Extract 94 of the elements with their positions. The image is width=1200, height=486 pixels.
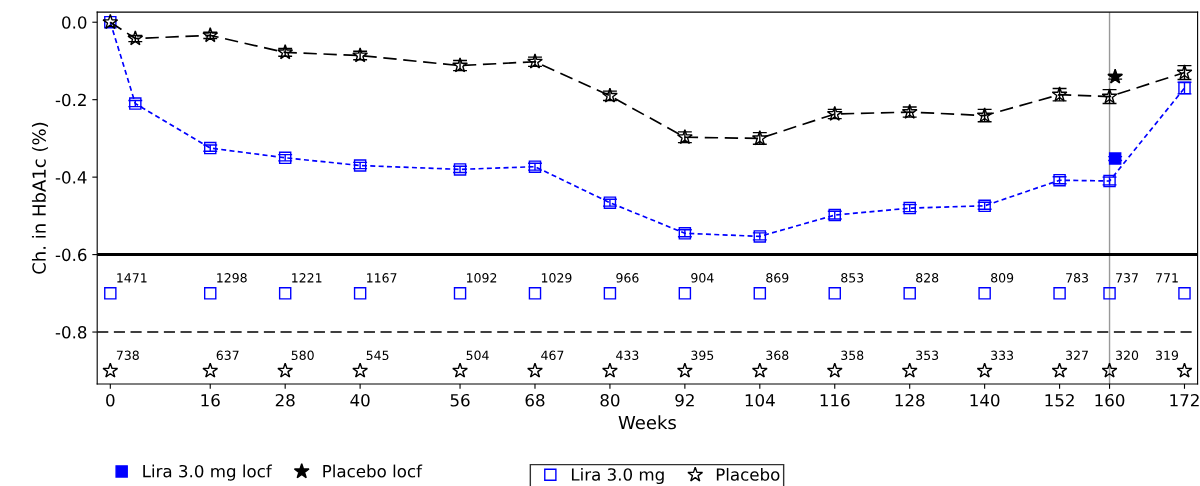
point xyxy=(102,362,119,378)
x-tick-label: 128 xyxy=(895,393,925,407)
y-tick-label: -0.2 xyxy=(55,93,86,107)
point xyxy=(1103,287,1116,300)
x-tick-label: 104 xyxy=(745,393,775,407)
annotation: 1092 xyxy=(466,273,497,283)
x-tick-label: 152 xyxy=(1045,393,1074,407)
point xyxy=(978,287,991,300)
x-tick-label: 28 xyxy=(275,393,295,407)
annotation: 358 xyxy=(841,350,864,361)
annotation: 545 xyxy=(366,350,389,361)
point xyxy=(978,199,991,213)
annotation: 828 xyxy=(916,273,939,283)
point xyxy=(277,362,294,378)
annotation: 783 xyxy=(1066,273,1088,283)
point xyxy=(278,287,292,300)
y-tick-label: -0.8 xyxy=(55,326,87,339)
point xyxy=(1053,287,1066,300)
annotation: 504 xyxy=(466,350,489,361)
point xyxy=(901,362,918,378)
point xyxy=(278,151,292,165)
annotation: 771 xyxy=(1156,273,1178,283)
annotation: 368 xyxy=(766,350,789,361)
legend-label: Placebo locf xyxy=(323,464,423,478)
point xyxy=(1108,152,1122,165)
point xyxy=(528,287,542,300)
legend-label: Lira 3.0 mg locf xyxy=(143,464,273,481)
point xyxy=(903,287,916,300)
annotation: 637 xyxy=(216,350,239,361)
x-tick-label: 80 xyxy=(600,393,620,407)
x-tick-label: 160 xyxy=(1095,393,1125,407)
y-tick-label: 0.0 xyxy=(62,16,87,29)
x-tick-label: 68 xyxy=(525,393,545,407)
annotation: 319 xyxy=(1156,350,1179,361)
point xyxy=(352,362,369,378)
annotation: 904 xyxy=(691,273,714,283)
annotation: 395 xyxy=(691,350,714,361)
point xyxy=(1176,362,1193,378)
x-axis-title: Weeks xyxy=(618,415,676,430)
point xyxy=(1051,362,1068,378)
annotation: 353 xyxy=(916,350,939,361)
point xyxy=(753,287,767,300)
y-tick-label: -0.6 xyxy=(55,248,87,262)
point xyxy=(527,362,543,378)
point xyxy=(202,27,219,43)
annotation: 1167 xyxy=(367,273,397,283)
x-tick-label: 56 xyxy=(450,393,470,407)
annotation: 1221 xyxy=(292,273,322,283)
annotation: 853 xyxy=(841,273,864,283)
point xyxy=(828,287,842,300)
annotation: 327 xyxy=(1066,350,1088,361)
annotation: 433 xyxy=(616,350,639,361)
x-tick-label: 140 xyxy=(970,393,1000,407)
x-tick-label: 172 xyxy=(1170,393,1199,407)
point xyxy=(203,141,217,155)
point xyxy=(452,362,469,378)
point xyxy=(826,362,843,378)
annotation: 737 xyxy=(1116,273,1138,283)
point xyxy=(976,362,993,378)
point xyxy=(601,362,618,378)
point xyxy=(1101,362,1118,378)
annotation: 467 xyxy=(541,350,564,361)
annotation: 1029 xyxy=(541,273,572,283)
point xyxy=(678,287,692,300)
annotation: 966 xyxy=(616,273,639,283)
point xyxy=(1053,173,1066,187)
x-tick-label: 16 xyxy=(201,393,220,407)
point xyxy=(353,287,367,300)
point xyxy=(104,287,117,300)
annotation: 738 xyxy=(116,350,139,361)
point xyxy=(1107,68,1124,84)
point xyxy=(203,287,217,300)
point xyxy=(202,362,219,378)
legend-label: Placebo xyxy=(716,467,780,481)
y-axis-title: Ch. in HbA1c (%) xyxy=(31,122,49,274)
point xyxy=(1178,287,1191,300)
point xyxy=(603,287,617,300)
point xyxy=(676,362,693,378)
point xyxy=(751,362,768,378)
annotation: 333 xyxy=(991,350,1014,361)
annotation: 320 xyxy=(1116,350,1139,361)
annotation: 580 xyxy=(291,350,314,361)
annotation: 809 xyxy=(991,273,1014,283)
legend-label: Lira 3.0 mg xyxy=(571,467,664,485)
annotation: 1471 xyxy=(117,273,147,283)
annotation: 1298 xyxy=(217,273,247,283)
x-tick-label: 40 xyxy=(350,393,370,407)
annotation: 869 xyxy=(766,273,789,283)
point xyxy=(453,287,467,300)
x-tick-label: 116 xyxy=(820,393,850,407)
point xyxy=(127,30,144,46)
x-tick-label: 0 xyxy=(106,393,115,407)
x-tick-label: 92 xyxy=(675,393,694,407)
y-tick-label: -0.4 xyxy=(55,171,87,184)
